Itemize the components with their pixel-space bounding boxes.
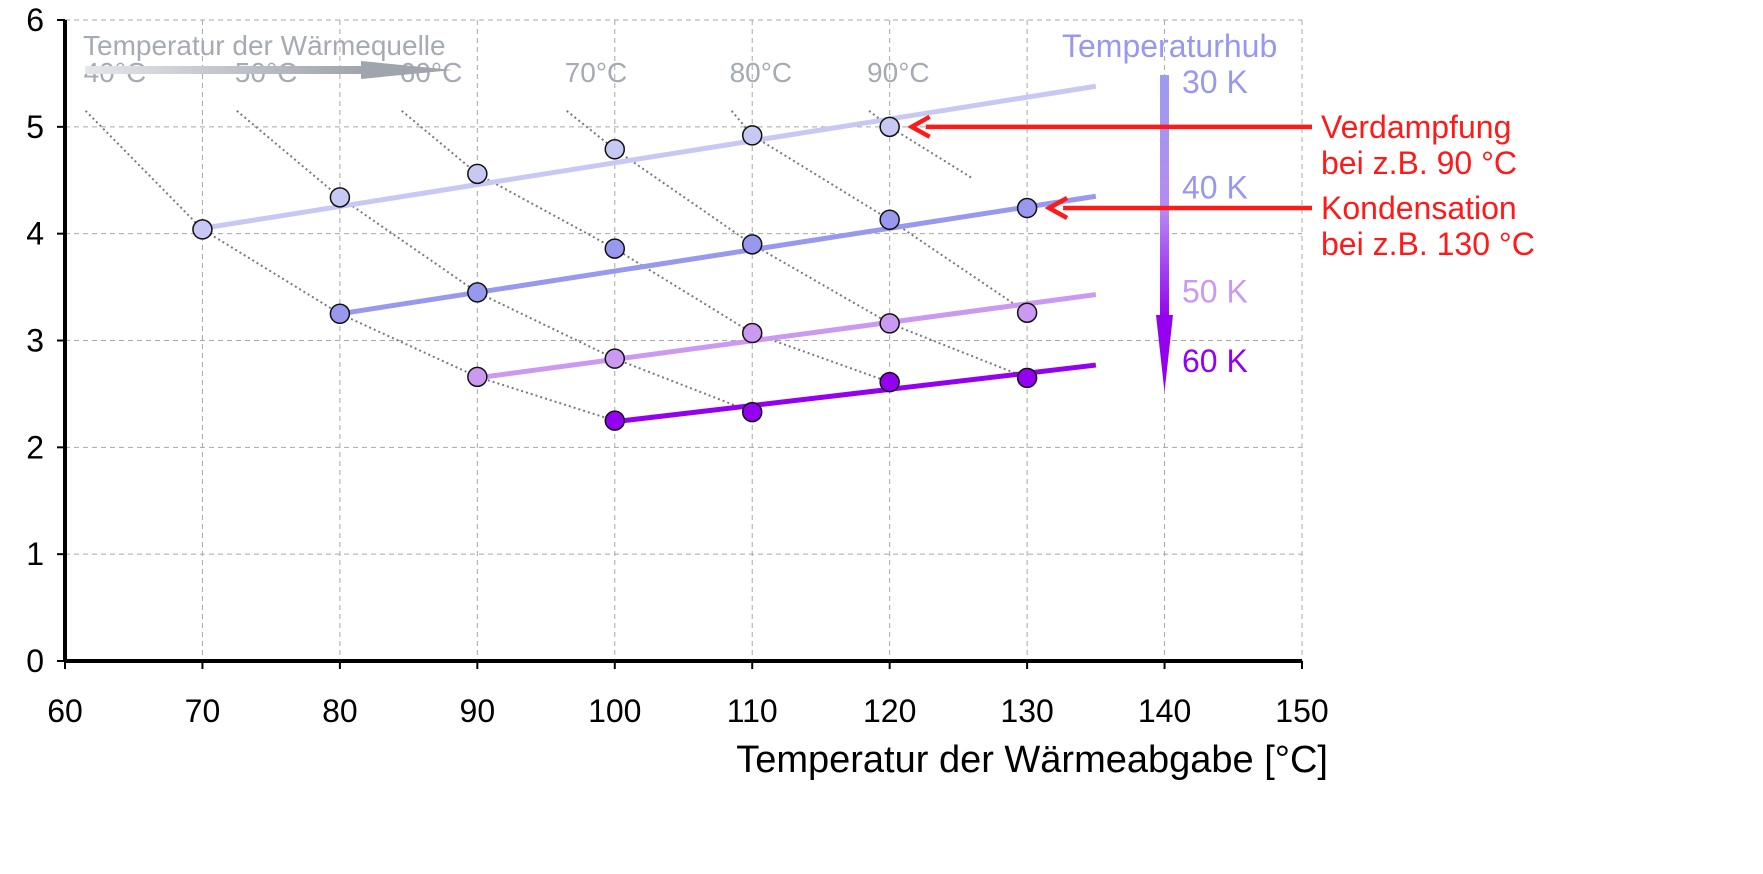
data-points bbox=[192, 116, 1038, 431]
fit-line-40K bbox=[339, 193, 1097, 317]
lift-title: Temperaturhub bbox=[1062, 28, 1277, 64]
data-point-30K bbox=[192, 219, 213, 240]
data-point-60K bbox=[741, 401, 763, 423]
isoline-label: 70°C bbox=[565, 57, 628, 88]
lift-label: 50 K bbox=[1182, 273, 1248, 309]
lift-label: 30 K bbox=[1182, 64, 1248, 100]
lift-label: 60 K bbox=[1182, 343, 1248, 379]
x-tick-label: 130 bbox=[1000, 693, 1053, 729]
data-point-40K bbox=[329, 303, 351, 325]
x-tick-label: 80 bbox=[322, 693, 358, 729]
x-tick-label: 60 bbox=[47, 693, 83, 729]
fit-line-30K bbox=[202, 83, 1097, 231]
isoline-60°C bbox=[401, 110, 891, 384]
x-tick-label: 100 bbox=[588, 693, 641, 729]
data-point-40K bbox=[879, 209, 900, 231]
data-point-60K bbox=[879, 371, 900, 393]
data-point-50K bbox=[879, 313, 900, 334]
x-tick-label: 140 bbox=[1138, 693, 1191, 729]
data-point-50K bbox=[741, 322, 763, 344]
grid bbox=[65, 19, 1303, 661]
isoline-40°C bbox=[84, 110, 616, 422]
x-tick-label: 150 bbox=[1275, 693, 1328, 729]
isoline-label: 90°C bbox=[867, 57, 930, 88]
lift-label: 40 K bbox=[1182, 170, 1248, 206]
data-point-40K bbox=[1016, 197, 1038, 219]
x-tick-label: 70 bbox=[185, 693, 221, 729]
source-arrow-label: Temperatur der Wärmequelle bbox=[83, 30, 446, 61]
data-point-30K bbox=[604, 139, 626, 160]
source-arrow-head bbox=[361, 61, 453, 79]
data-point-50K bbox=[604, 348, 626, 369]
source-arrow-shaft bbox=[85, 66, 363, 74]
data-point-30K bbox=[467, 163, 488, 185]
data-point-60K bbox=[1016, 367, 1038, 389]
data-point-40K bbox=[467, 282, 488, 303]
lift-arrow-shaft bbox=[1160, 75, 1169, 320]
data-point-50K bbox=[1016, 302, 1038, 323]
data-point-30K bbox=[741, 125, 763, 146]
y-tick-label: 0 bbox=[26, 643, 44, 679]
isoline-80°C bbox=[730, 110, 1028, 314]
callout-label: bei z.B. 130 °C bbox=[1321, 226, 1535, 262]
isoline-70°C bbox=[566, 110, 1028, 379]
y-tick-label: 3 bbox=[26, 323, 44, 359]
isoline-label: 80°C bbox=[730, 57, 793, 88]
data-point-40K bbox=[741, 234, 763, 255]
fit-line-60K bbox=[614, 362, 1097, 425]
y-tick-label: 2 bbox=[26, 429, 44, 465]
data-point-40K bbox=[604, 238, 626, 259]
tick-labels: 60 70 80 90 100 110 120 130 140 150 0 1 2 3 4 5 6 bbox=[26, 2, 1328, 729]
data-point-50K bbox=[467, 366, 488, 388]
x-tick-label: 90 bbox=[460, 693, 496, 729]
y-tick-label: 6 bbox=[26, 2, 44, 38]
callout-arrow-head bbox=[1044, 196, 1069, 220]
data-point-60K bbox=[604, 410, 626, 431]
x-tick-label: 110 bbox=[727, 693, 778, 729]
callout-label: Verdampfung bbox=[1321, 109, 1511, 145]
y-tick-label: 1 bbox=[26, 536, 44, 572]
data-point-30K bbox=[879, 116, 900, 138]
y-tick-label: 4 bbox=[26, 216, 44, 252]
fit-lines bbox=[202, 83, 1097, 425]
callout-label: bei z.B. 90 °C bbox=[1321, 145, 1517, 181]
y-tick-label: 5 bbox=[26, 109, 44, 145]
temperature-lift-legend: Temperaturhub 30 K 40 K 50 K 60 K bbox=[1062, 28, 1277, 392]
callout-label: Kondensation bbox=[1321, 190, 1517, 226]
x-axis-title: Temperatur der Wärmeabgabe [°C] bbox=[736, 739, 1328, 781]
data-point-30K bbox=[329, 187, 351, 208]
axes bbox=[57, 19, 1303, 669]
x-tick-label: 120 bbox=[863, 693, 916, 729]
lift-arrow-head bbox=[1156, 315, 1173, 392]
fit-line-50K bbox=[476, 292, 1097, 381]
callout-arrow-head bbox=[907, 114, 931, 139]
source-temperature-arrow: Temperatur der Wärmequelle bbox=[83, 30, 453, 79]
